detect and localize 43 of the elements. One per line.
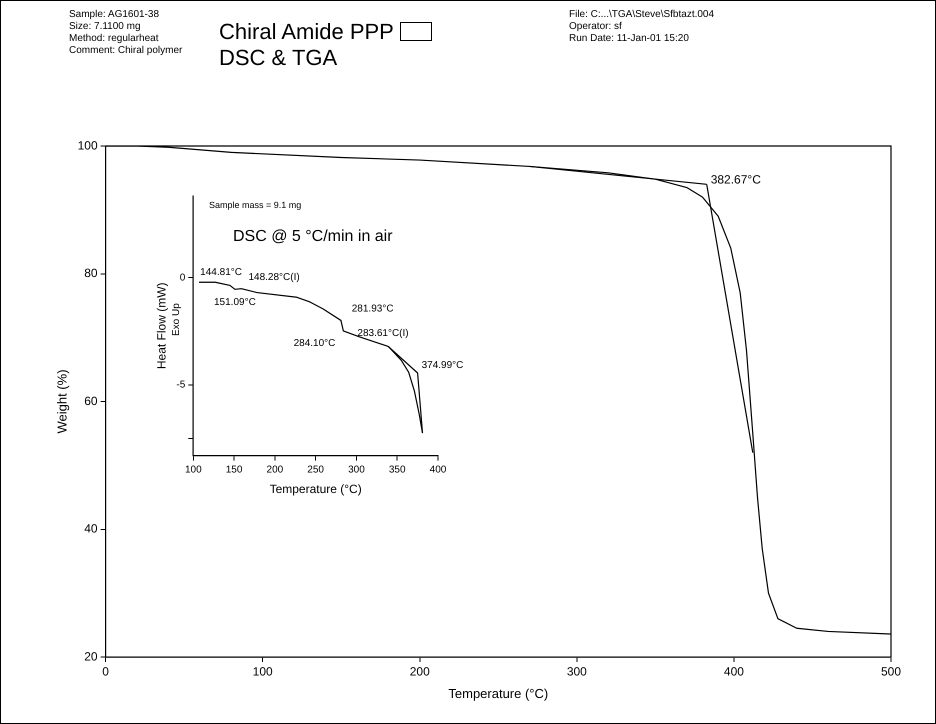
annotation: 382.67°C [710,172,762,187]
x-tick-label: 100 [184,464,202,476]
annotation: 151.09°C [214,297,256,308]
x-tick-label: 350 [388,464,406,476]
x-tick-label: 150 [226,464,243,476]
annotation: 148.28°C(I) [248,272,300,283]
chart-subtitle: DSC & TGA [219,45,338,71]
annotation: Exo Up [171,303,182,336]
x-tick-label: 0 [102,664,110,679]
x-tick-label: 400 [430,464,447,476]
y-tick-label: 80 [84,266,98,280]
annotation: Sample mass = 9.1 mg [209,200,302,210]
annotation: 283.61°C(I) [357,328,409,339]
y-tick-label: 40 [84,522,98,536]
x-tick-label: 200 [410,664,430,679]
y-axis-title: Weight (%) [54,369,70,434]
text: Method: regularheat [69,33,159,44]
y-axis-title: Heat Flow (mW) [154,282,169,370]
annotation: 281.93°C [352,303,394,314]
annotation: 144.81°C [200,267,242,278]
x-tick-label: 100 [252,664,274,679]
y-tick-label: 60 [84,394,98,408]
x-tick-label: 300 [348,464,366,476]
annotation: 374.99°C [422,360,464,371]
text: Sample: AG1601-38 [69,9,160,20]
y-tick-label: -5 [176,380,186,391]
chart-title: Chiral Amide PPP [219,19,395,45]
x-tick-label: 500 [880,664,902,679]
text: Comment: Chiral polymer [69,45,182,56]
x-tick-label: 400 [724,664,744,679]
x-axis-title: Temperature (°C) [448,686,548,701]
text: Run Date: 11-Jan-01 15:20 [569,33,689,44]
x-tick-label: 250 [307,464,324,476]
y-tick-label: 100 [78,138,98,152]
x-tick-label: 300 [566,664,588,679]
x-axis-title: Temperature (°C) [270,482,362,496]
x-tick-label: 200 [266,464,284,476]
text: File: C:...\TGA\Steve\Sfbtazt.004 [569,9,714,20]
text: Operator: sf [569,21,622,32]
annotation: 284.10°C [294,338,336,349]
text: Size: 7.1100 mg [69,21,141,32]
y-tick-label: 20 [84,649,98,664]
annotation: DSC @ 5 °C/min in air [233,228,393,246]
